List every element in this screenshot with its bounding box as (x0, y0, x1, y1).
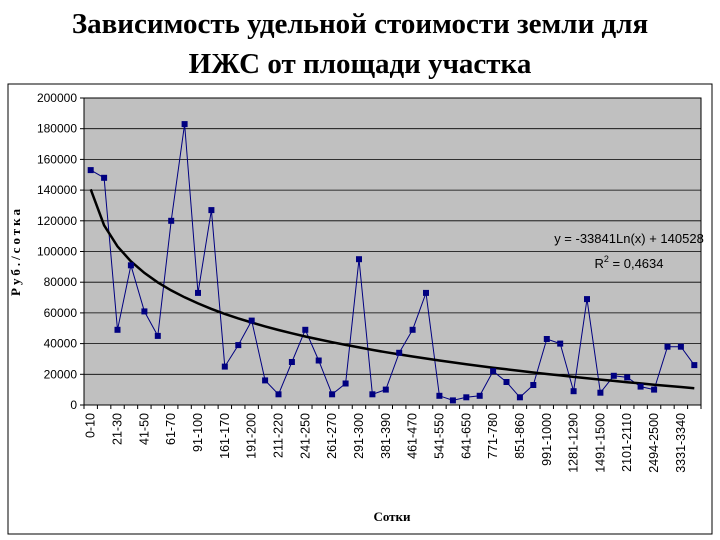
y-tick-label: 200000 (37, 91, 77, 105)
data-point (369, 391, 376, 398)
data-point (423, 289, 429, 296)
data-point (87, 167, 94, 174)
y-tick-label: 80000 (44, 275, 78, 289)
x-tick-label: 2494-2500 (647, 413, 661, 473)
data-point (127, 262, 134, 269)
x-tick-label: 1281-1290 (567, 413, 581, 473)
x-tick-label: 291-300 (352, 413, 366, 459)
data-point (235, 342, 242, 349)
y-tick-label: 20000 (44, 367, 78, 381)
data-point (463, 394, 470, 401)
data-point (141, 308, 148, 315)
data-point (503, 379, 510, 385)
x-tick-label: 641-650 (459, 413, 473, 459)
data-point (476, 392, 483, 399)
x-tick-label: 241-250 (298, 413, 312, 459)
x-tick-label: 261-270 (325, 413, 339, 459)
x-tick-label: 191-200 (245, 413, 259, 459)
data-point (624, 374, 631, 381)
slide-title: Зависимость удельной стоимости земли для… (0, 4, 720, 84)
data-point (530, 382, 537, 388)
data-point (436, 392, 443, 399)
x-tick-label: 161-170 (218, 413, 232, 459)
y-tick-label: 40000 (44, 337, 78, 351)
y-tick-label: 180000 (37, 122, 77, 136)
data-point (275, 391, 282, 398)
x-tick-label: 381-390 (379, 413, 393, 459)
y-tick-label: 60000 (44, 306, 78, 320)
data-point (610, 372, 617, 379)
data-point (181, 121, 188, 128)
trendline-equation: y = -33841Ln(x) + 140528 (554, 231, 704, 246)
data-point (154, 332, 161, 339)
y-axis-title: Руб./сотка (8, 206, 23, 296)
y-tick-label: 140000 (37, 183, 77, 197)
x-tick-label: 991-1000 (540, 413, 554, 466)
data-point (691, 362, 698, 369)
data-point (288, 359, 295, 365)
x-tick-label: 0-10 (84, 413, 98, 438)
data-point (342, 380, 349, 387)
series-line (90, 124, 695, 401)
data-point (570, 388, 577, 395)
data-point (208, 207, 215, 214)
x-tick-label: 211-220 (271, 413, 285, 458)
data-point (409, 326, 416, 333)
data-point (677, 343, 684, 350)
data-point (382, 386, 389, 393)
data-point (449, 397, 456, 404)
slide-title-line-2: ИЖС от площади участка (188, 48, 532, 80)
data-point (584, 296, 590, 303)
data-point (114, 326, 121, 333)
data-point (262, 377, 269, 384)
x-tick-label: 3331-3340 (674, 413, 688, 473)
y-tick-label: 100000 (37, 245, 77, 259)
x-tick-label: 41-50 (137, 413, 151, 445)
data-point (195, 289, 201, 296)
x-tick-label: 1491-1500 (593, 413, 607, 473)
y-tick-label: 160000 (37, 152, 77, 166)
data-point (557, 340, 564, 347)
y-tick-label: 0 (70, 398, 77, 412)
x-tick-label: 771-780 (486, 413, 500, 459)
data-point (315, 357, 322, 364)
data-point (597, 389, 604, 396)
data-point (490, 368, 497, 375)
data-point (396, 349, 403, 356)
data-point (248, 317, 255, 324)
data-point (637, 383, 644, 390)
trendline (89, 188, 695, 390)
x-tick-label: 2101-2110 (620, 413, 634, 472)
data-point (664, 343, 671, 350)
x-tick-label: 541-550 (432, 413, 446, 459)
slide-title-line-1: Зависимость удельной стоимости земли для (71, 8, 649, 40)
x-tick-label: 91-100 (191, 413, 205, 452)
y-tick-label: 120000 (37, 214, 77, 228)
trendline-r2: R2 = 0,4634 (595, 254, 664, 271)
data-point (356, 256, 362, 263)
data-point (329, 391, 336, 398)
data-point (651, 386, 658, 393)
data-point (101, 174, 108, 181)
x-tick-label: 851-860 (513, 413, 527, 459)
x-tick-label: 461-470 (406, 413, 420, 459)
data-point (543, 336, 550, 342)
x-axis-title: Сотки (373, 509, 411, 524)
data-point (221, 363, 228, 370)
x-tick-label: 61-70 (164, 413, 178, 445)
data-point (302, 326, 309, 333)
data-point (516, 394, 523, 401)
x-tick-label: 21-30 (111, 413, 125, 445)
data-point (168, 217, 175, 224)
